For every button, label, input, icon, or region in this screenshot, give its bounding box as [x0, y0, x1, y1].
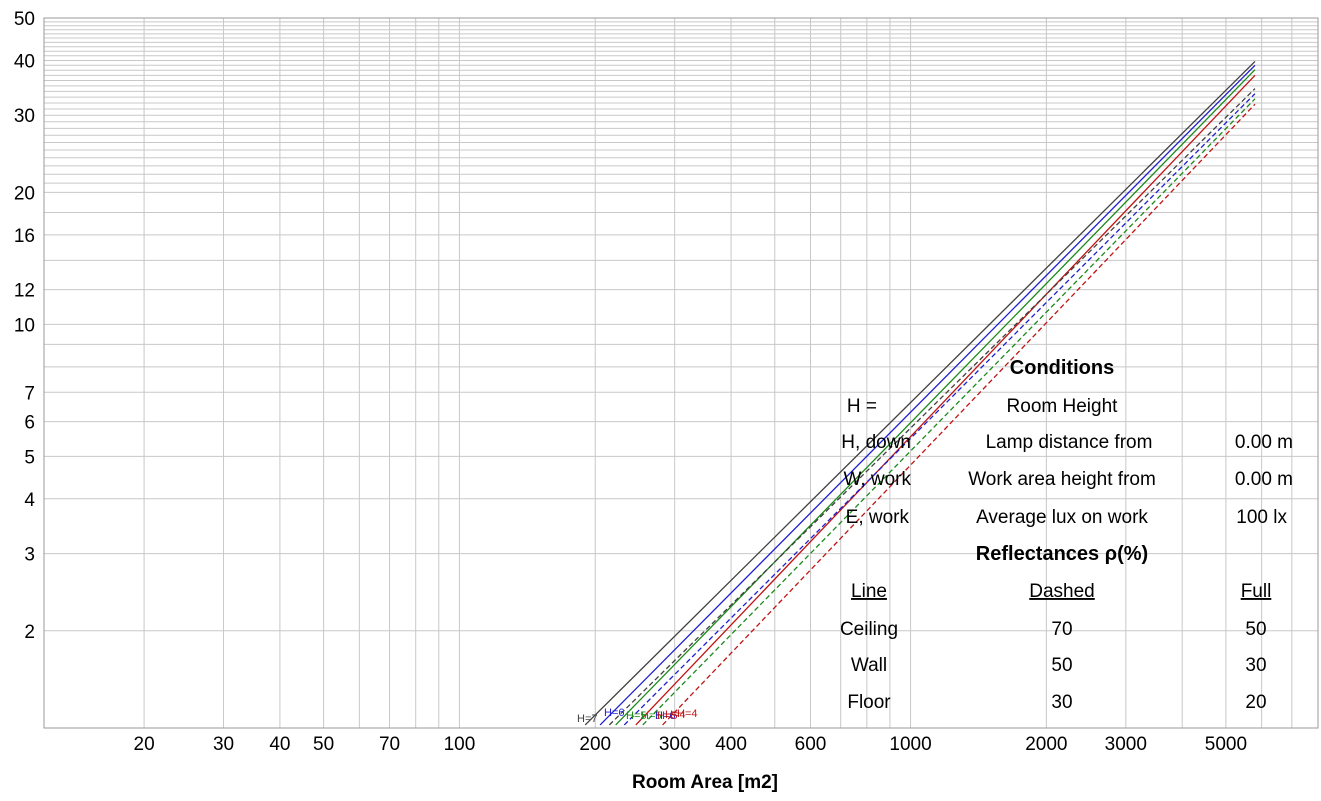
y-tick-label: 4 [24, 490, 35, 511]
refl-name-0: Ceiling [840, 619, 898, 640]
refl-dashed-2: 30 [1051, 692, 1072, 713]
x-tick-label: 600 [795, 734, 827, 755]
series-end-label: H=5 [657, 710, 678, 722]
series-line-solid-h4 [635, 74, 1256, 726]
conditions-title: Conditions [1010, 357, 1114, 379]
y-tick-labels: 2 3 4 5 6 7 10 12 16 20 30 40 50 [14, 9, 36, 643]
y-tick-label: 40 [14, 51, 35, 72]
series-end-label: H=4 [665, 709, 686, 721]
refl-header-full: Full [1241, 581, 1272, 602]
x-tick-label: 50 [313, 734, 334, 755]
series-end-label: H=7 [577, 713, 598, 725]
x-tick-label: 300 [659, 734, 691, 755]
series-line-dashed-h6 [623, 93, 1256, 726]
x-tick-label: 400 [715, 734, 747, 755]
series-line-dashed-h4 [662, 103, 1256, 726]
series-end-label: H=6 [655, 710, 676, 722]
cond-value-3: 100 lx [1236, 507, 1287, 528]
refl-header-line: Line [851, 581, 887, 602]
refl-dashed-1: 50 [1051, 655, 1072, 676]
y-tick-label: 6 [24, 413, 35, 434]
x-tick-label: 5000 [1205, 734, 1247, 755]
x-tick-label: 1000 [889, 734, 931, 755]
y-tick-label: 2 [24, 622, 35, 643]
cond-key-2: W, work [843, 469, 911, 490]
x-tick-label: 3000 [1105, 734, 1147, 755]
cond-key-1: H, down [841, 432, 911, 453]
series-end-label: H=5 [641, 710, 662, 722]
series-end-label: H=6 [604, 707, 625, 719]
x-tick-label: 20 [134, 734, 155, 755]
plot-frame [43, 17, 1319, 729]
series-line-dashed-h5 [642, 98, 1256, 726]
x-tick-label: 30 [213, 734, 234, 755]
series-line-solid-h7 [584, 60, 1256, 726]
refl-name-2: Floor [847, 692, 891, 713]
refl-full-2: 20 [1245, 692, 1266, 713]
conditions-panel: Conditions H = Room Height H, down Lamp … [840, 357, 1293, 713]
y-tick-label: 10 [14, 315, 35, 336]
y-tick-label: 5 [24, 447, 35, 468]
refl-full-0: 50 [1245, 619, 1266, 640]
grid [44, 18, 1318, 728]
cond-key-0: H = [847, 396, 877, 417]
series-line-solid-h6 [599, 64, 1256, 726]
series-line-solid-h5 [615, 69, 1256, 726]
cond-key-3: E, work [846, 507, 910, 528]
x-axis-label: Room Area [m2] [632, 772, 778, 793]
series-layer [584, 60, 1256, 726]
end-labels: H=7 H=6 H=5H=5H=6H=4H=5 H=4 [577, 707, 698, 725]
x-tick-label: 200 [579, 734, 611, 755]
y-tick-label: 16 [14, 226, 35, 247]
x-tick-label: 70 [379, 734, 400, 755]
y-tick-label: 20 [14, 183, 35, 204]
refl-full-1: 30 [1245, 655, 1266, 676]
x-tick-label: 40 [269, 734, 290, 755]
reflectances-title: Reflectances ρ(%) [976, 543, 1148, 565]
series-line-dashed-h7 [608, 88, 1256, 726]
y-tick-label: 7 [24, 383, 35, 404]
x-tick-labels: 20 30 40 50 70 100 200 300 400 600 1000 2000 3000 500… [134, 734, 1248, 755]
cond-value-2: 0.00 m [1235, 469, 1293, 490]
refl-name-1: Wall [851, 655, 887, 676]
y-tick-label: 30 [14, 106, 35, 127]
cond-value-1: 0.00 m [1235, 432, 1293, 453]
cond-desc-2: Work area height from [968, 469, 1156, 490]
y-tick-label: 12 [14, 281, 35, 302]
cond-desc-1: Lamp distance from [986, 432, 1153, 453]
x-tick-label: 100 [444, 734, 476, 755]
cond-desc-0: Room Height [1007, 396, 1119, 417]
y-tick-label: 50 [14, 9, 35, 30]
y-tick-label: 3 [24, 545, 35, 566]
x-tick-label: 2000 [1025, 734, 1067, 755]
series-end-label: H=5 [626, 710, 647, 722]
refl-header-dashed: Dashed [1029, 581, 1095, 602]
cond-desc-3: Average lux on work [976, 507, 1148, 528]
series-end-label: H=4 [677, 708, 698, 720]
refl-dashed-0: 70 [1051, 619, 1072, 640]
